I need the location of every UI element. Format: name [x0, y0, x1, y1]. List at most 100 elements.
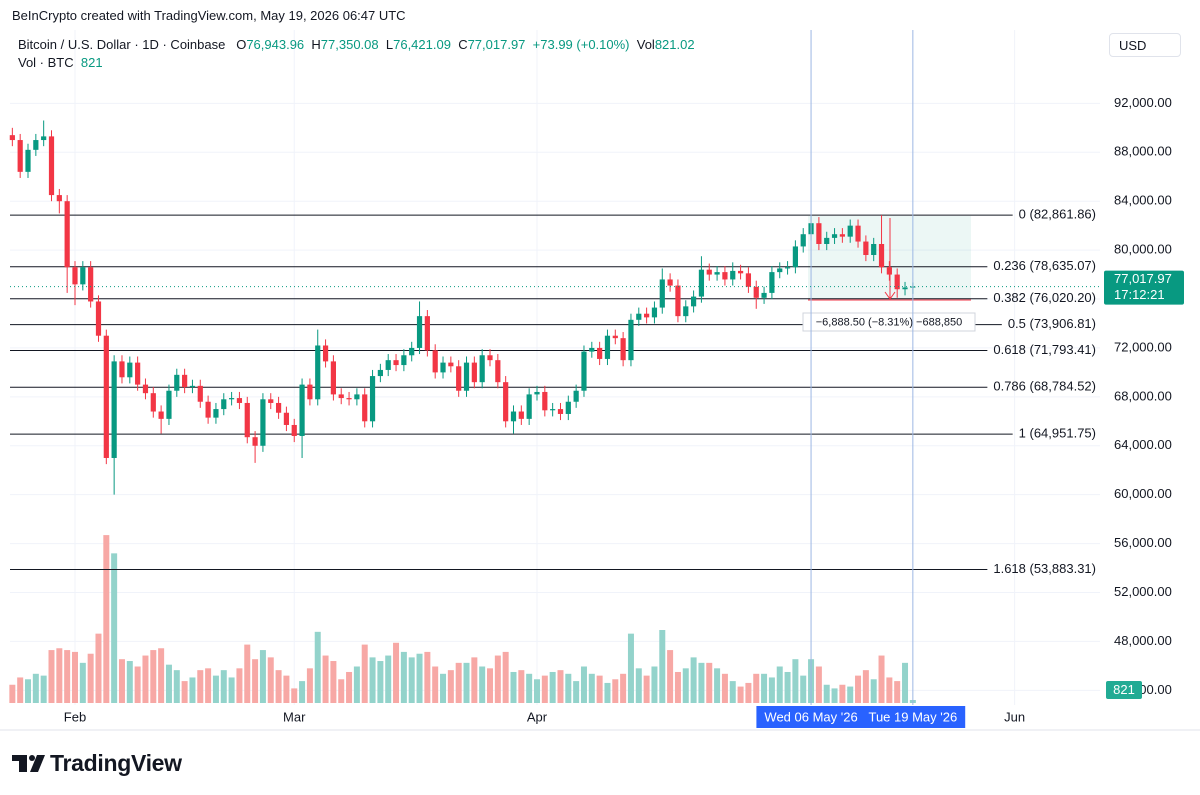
y-tick-label: 56,000.00 — [1114, 535, 1172, 550]
volume-bar — [322, 655, 329, 703]
candle-body — [244, 402, 250, 438]
candle-body — [589, 347, 595, 352]
volume-bar — [870, 679, 877, 703]
candle-body — [377, 369, 383, 377]
volume-bar — [408, 657, 415, 703]
volume-bar — [721, 673, 728, 703]
candle-body — [628, 319, 634, 361]
volume-bar — [886, 677, 893, 703]
candle-body — [651, 307, 658, 318]
volume-bar — [142, 655, 149, 703]
candle-body — [213, 409, 219, 418]
legend: Bitcoin / U.S. Dollar · 1D · Coinbase O7… — [18, 37, 695, 52]
volume-bar — [48, 650, 55, 703]
volume-bar — [361, 644, 368, 703]
candle-body — [17, 140, 23, 172]
y-tick-label: 60,000.00 — [1114, 486, 1172, 501]
candle-body — [354, 394, 360, 400]
volume-bar — [118, 659, 125, 703]
candle-body — [456, 366, 462, 391]
logo-part — [19, 755, 27, 772]
volume-bar — [95, 633, 102, 703]
last-price-label: 77,017.97 — [1114, 271, 1172, 286]
symbol: Bitcoin / U.S. Dollar · 1D · Coinbase — [18, 37, 226, 52]
volume-bar — [714, 668, 721, 703]
y-tick-label: 52,000.00 — [1114, 584, 1172, 599]
candle-body — [550, 409, 556, 411]
crosshair-label: Wed 06 May '26 — [764, 709, 857, 724]
candle-body — [119, 361, 125, 378]
candle-body — [659, 279, 665, 308]
volume-bar — [823, 684, 830, 703]
legend-value: 821.02 — [654, 37, 695, 52]
volume-bar — [463, 662, 470, 703]
volume-bar — [674, 671, 681, 703]
measure-arrowhead — [884, 291, 896, 300]
volume-bar — [855, 675, 862, 703]
candle-body — [722, 272, 728, 280]
candle-body — [737, 270, 744, 274]
crosshair-label: Tue 19 May '26 — [868, 709, 957, 724]
candle-body — [557, 409, 564, 414]
volume-bar — [894, 681, 901, 703]
volume-bar — [792, 659, 799, 703]
candle-body — [252, 437, 258, 446]
candle-body — [471, 362, 477, 383]
volume-bar — [393, 642, 400, 703]
x-tick-label: Mar — [283, 709, 306, 724]
candle-body — [275, 402, 282, 413]
volume-bar — [620, 673, 627, 703]
volume-bar — [479, 666, 486, 703]
volume-bar — [9, 684, 16, 703]
candle-body — [816, 223, 822, 244]
x-tick-label: Jun — [1004, 709, 1025, 724]
candle-body — [416, 316, 423, 348]
candle-body — [690, 296, 697, 307]
logo-part — [30, 755, 45, 772]
volume-bar — [776, 666, 783, 703]
candle-body — [41, 136, 47, 141]
candle-body — [189, 385, 196, 388]
candle-body — [283, 412, 290, 425]
candle-body — [322, 345, 329, 362]
candle-body — [542, 391, 548, 411]
candle-body — [135, 362, 141, 385]
candle-body — [150, 393, 156, 412]
candle-body — [730, 270, 736, 280]
candle-body — [393, 360, 399, 366]
candle-body — [581, 351, 587, 391]
volume-bar — [197, 670, 204, 703]
volume-bar — [768, 677, 775, 703]
candle-body — [620, 338, 626, 361]
candle-body — [777, 268, 783, 273]
volume-bar — [627, 633, 634, 703]
candle-body — [72, 267, 78, 285]
volume-bar — [839, 684, 846, 703]
y-tick-label: 92,000.00 — [1114, 95, 1172, 110]
fib-label: 1 (64,951.75) — [1019, 426, 1096, 441]
candle-body — [127, 362, 133, 378]
candle-body — [855, 225, 861, 242]
volume-bar — [236, 668, 243, 703]
candle-body — [769, 272, 775, 293]
candle-body — [346, 398, 352, 400]
candle-body — [205, 401, 211, 418]
volume-bar — [526, 673, 533, 703]
candle-body — [565, 401, 571, 414]
volume-bar — [56, 648, 63, 703]
fib-label: 0.786 (68,784.52) — [993, 379, 1096, 394]
candle-body — [88, 267, 94, 302]
legend-change: +73.99 (+0.10%) — [532, 37, 630, 52]
candle-body — [440, 362, 446, 373]
candle-body — [675, 285, 681, 317]
volume-bar — [267, 657, 274, 703]
volume-bar — [17, 677, 24, 703]
volume-bar — [518, 670, 525, 703]
candle-body — [518, 411, 524, 419]
currency-button[interactable]: USD — [1109, 33, 1181, 57]
candle-body — [894, 274, 900, 290]
volume-bar — [87, 653, 94, 703]
volume-name: Vol · BTC — [18, 55, 74, 70]
volume-bar — [706, 662, 713, 703]
volume-bar — [635, 668, 642, 703]
